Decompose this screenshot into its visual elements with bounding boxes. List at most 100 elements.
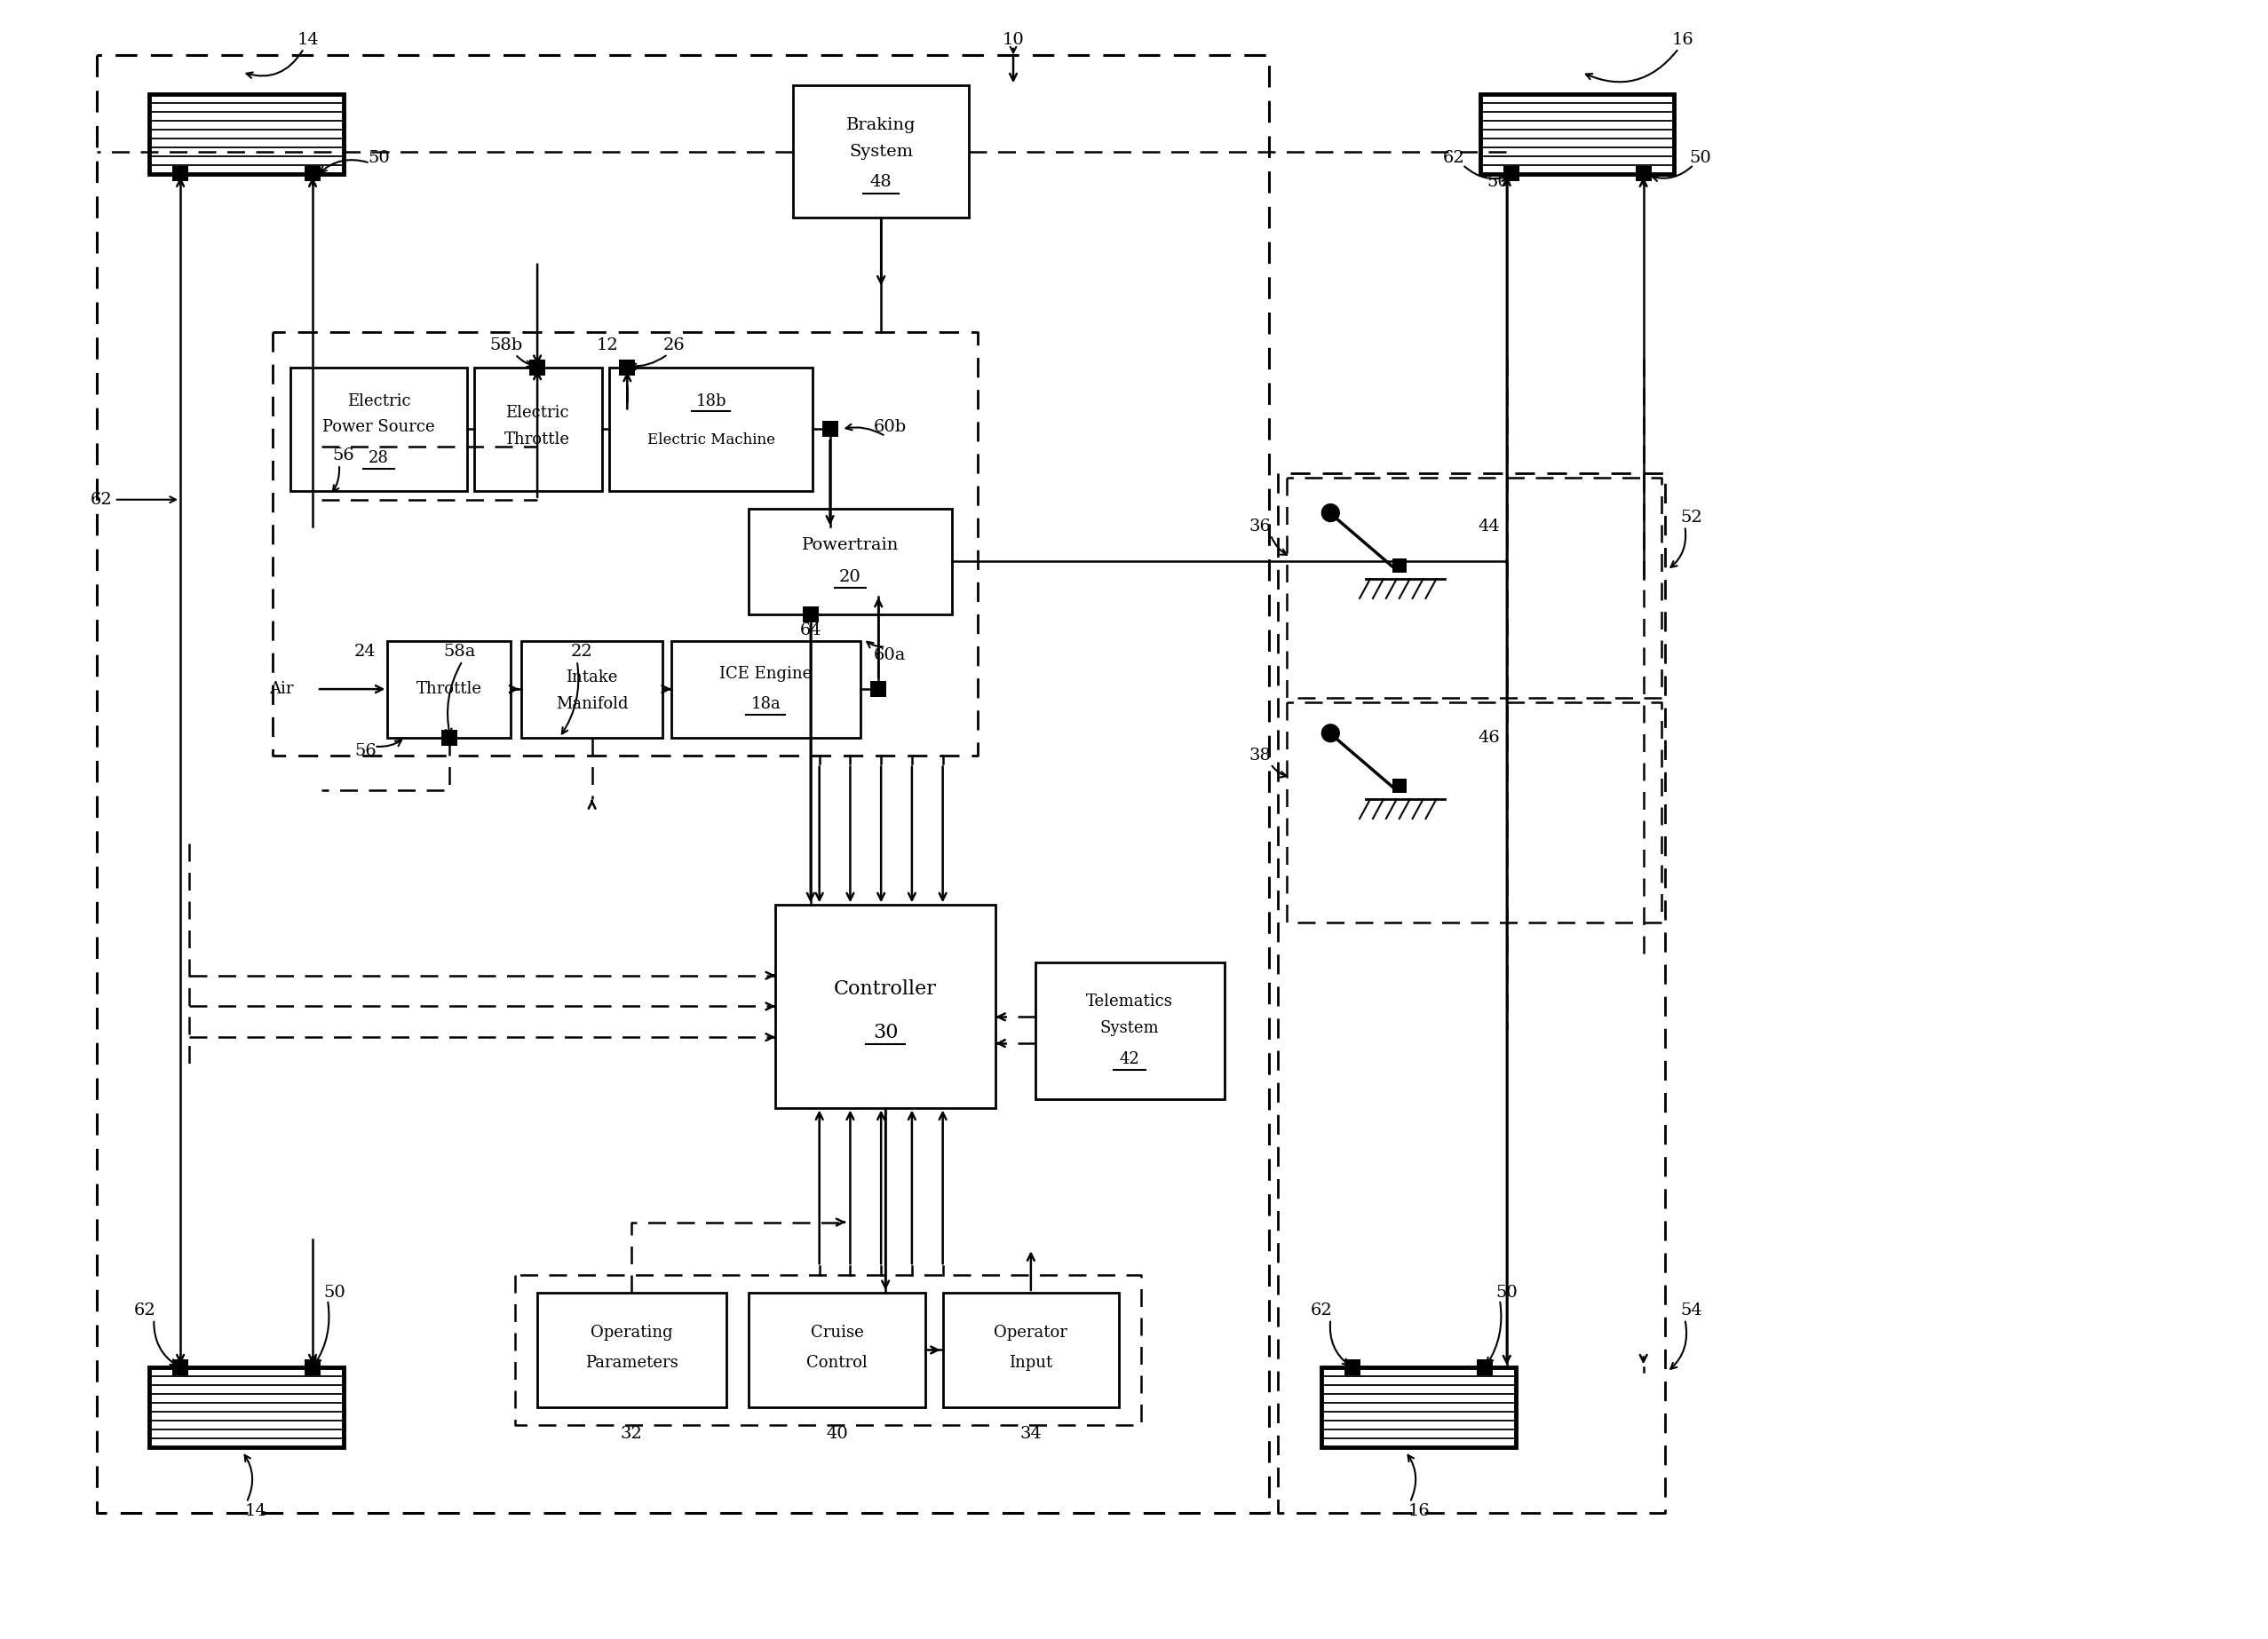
Bar	[172, 1360, 188, 1375]
Text: 52: 52	[1681, 510, 1703, 524]
Bar	[442, 729, 458, 746]
Text: Cruise: Cruise	[810, 1324, 864, 1341]
Circle shape	[1322, 724, 1340, 742]
Bar	[943, 1293, 1118, 1408]
Bar	[871, 682, 887, 697]
Bar	[290, 367, 467, 490]
Bar	[1393, 559, 1406, 572]
Text: 24: 24	[354, 644, 376, 661]
Bar	[1476, 1360, 1492, 1375]
Text: 16: 16	[1408, 1503, 1429, 1519]
Text: Parameters: Parameters	[585, 1355, 678, 1372]
Text: Electric Machine: Electric Machine	[646, 433, 776, 447]
Text: System: System	[1100, 1021, 1159, 1036]
Bar	[1322, 1367, 1515, 1447]
Text: 20: 20	[839, 569, 862, 585]
Text: 32: 32	[621, 1426, 642, 1442]
Text: 42: 42	[1120, 1051, 1141, 1067]
Bar	[803, 606, 819, 623]
Text: Throttle: Throttle	[417, 682, 483, 697]
Text: Throttle: Throttle	[503, 431, 569, 447]
Text: Telematics: Telematics	[1086, 993, 1173, 1010]
Bar	[748, 1293, 925, 1408]
Text: 62: 62	[1442, 149, 1465, 166]
Text: 64: 64	[801, 623, 821, 638]
Text: 56: 56	[333, 447, 354, 464]
Text: Air: Air	[270, 682, 295, 697]
Text: 50: 50	[324, 1285, 345, 1301]
Bar	[304, 166, 320, 182]
Text: 38: 38	[1250, 747, 1270, 764]
Text: 10: 10	[1002, 31, 1025, 48]
Text: 48: 48	[871, 174, 891, 190]
Bar	[1481, 95, 1674, 174]
Text: 30: 30	[873, 1023, 898, 1042]
Text: System: System	[848, 144, 914, 159]
Bar	[671, 641, 862, 738]
Bar	[1034, 962, 1225, 1098]
Text: 18a: 18a	[751, 697, 780, 711]
Text: 50: 50	[1497, 1285, 1517, 1301]
Text: 50: 50	[1488, 174, 1508, 190]
Bar	[1635, 166, 1651, 182]
Bar	[748, 508, 953, 615]
Text: 58b: 58b	[490, 338, 524, 354]
Text: 62: 62	[134, 1303, 156, 1318]
Text: Control: Control	[807, 1355, 869, 1372]
Text: 50: 50	[367, 149, 390, 166]
Bar	[150, 1367, 342, 1447]
Bar	[522, 641, 662, 738]
Text: 18b: 18b	[696, 393, 726, 408]
Text: 60a: 60a	[873, 647, 905, 664]
Bar	[150, 95, 342, 174]
Text: 40: 40	[826, 1426, 848, 1442]
Text: 50: 50	[1690, 149, 1712, 166]
Bar	[794, 85, 968, 218]
Text: 36: 36	[1250, 518, 1270, 534]
Bar	[619, 359, 635, 375]
Bar	[1322, 1367, 1515, 1447]
Text: Input: Input	[1009, 1355, 1052, 1372]
Bar	[1504, 166, 1520, 182]
Text: Manifold: Manifold	[556, 697, 628, 711]
Text: 12: 12	[596, 338, 619, 354]
Bar	[821, 421, 837, 438]
Text: Electric: Electric	[506, 405, 569, 421]
Text: Operator: Operator	[993, 1324, 1068, 1341]
Bar	[538, 1293, 726, 1408]
Text: 16: 16	[1672, 31, 1694, 48]
Bar	[474, 367, 601, 490]
Bar	[528, 359, 544, 375]
Text: 28: 28	[367, 451, 388, 465]
Bar	[388, 641, 510, 738]
Text: Power Source: Power Source	[322, 420, 435, 436]
Text: Controller: Controller	[835, 978, 937, 998]
Text: Powertrain: Powertrain	[801, 538, 898, 554]
Text: Operating: Operating	[590, 1324, 674, 1341]
Text: 62: 62	[1311, 1303, 1334, 1318]
Text: ICE Engine: ICE Engine	[719, 665, 812, 682]
Text: 44: 44	[1479, 518, 1499, 534]
Text: 26: 26	[662, 338, 685, 354]
Text: 54: 54	[1681, 1303, 1703, 1318]
Text: 34: 34	[1021, 1426, 1041, 1442]
Bar	[610, 367, 812, 490]
Text: 14: 14	[245, 1503, 265, 1519]
Text: 56: 56	[354, 742, 376, 759]
Text: 46: 46	[1479, 729, 1499, 746]
Text: Intake: Intake	[567, 670, 617, 685]
Text: 62: 62	[91, 492, 111, 508]
Bar	[1345, 1360, 1361, 1375]
Bar	[1481, 95, 1674, 174]
Text: 58a: 58a	[445, 644, 476, 661]
Bar	[776, 905, 996, 1108]
Text: 14: 14	[297, 31, 320, 48]
Text: Electric: Electric	[347, 393, 411, 408]
Bar	[150, 95, 342, 174]
Bar	[1393, 779, 1406, 793]
Text: 22: 22	[572, 644, 592, 661]
Text: Braking: Braking	[846, 116, 916, 133]
Bar	[150, 1367, 342, 1447]
Circle shape	[1322, 505, 1340, 521]
Text: 60b: 60b	[873, 420, 907, 436]
